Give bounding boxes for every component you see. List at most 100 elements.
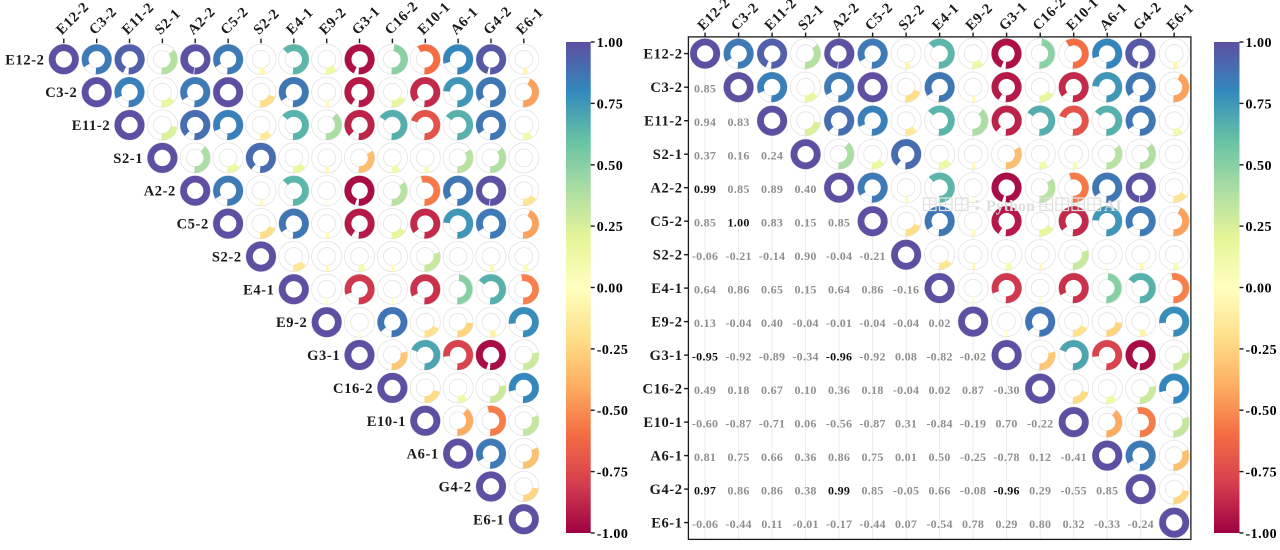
svg-text:-0.01: -0.01	[792, 517, 819, 531]
svg-text:0.65: 0.65	[761, 282, 783, 296]
svg-text:0.11: 0.11	[761, 517, 783, 531]
svg-text:E6-1: E6-1	[473, 512, 504, 528]
svg-text:-0.41: -0.41	[1060, 450, 1087, 464]
svg-text:S2-1: S2-1	[113, 151, 143, 167]
svg-text:0.75: 0.75	[861, 450, 883, 464]
svg-text:0.40: 0.40	[794, 182, 816, 196]
svg-text:1.00: 1.00	[1246, 36, 1273, 51]
svg-text:0.99: 0.99	[828, 483, 850, 497]
svg-text:0.15: 0.15	[794, 215, 816, 229]
svg-text:E9-2: E9-2	[276, 315, 307, 331]
svg-text:0.00: 0.00	[1246, 282, 1273, 297]
svg-text:0.38: 0.38	[794, 483, 816, 497]
svg-text:0.36: 0.36	[828, 383, 850, 397]
svg-text:-0.96: -0.96	[826, 349, 853, 363]
svg-text:E12-2: E12-2	[5, 52, 44, 68]
svg-text:-0.08: -0.08	[960, 483, 987, 497]
svg-text:-0.87: -0.87	[859, 416, 886, 430]
svg-text:C16-2: C16-2	[333, 381, 373, 397]
svg-text:-0.01: -0.01	[826, 316, 853, 330]
svg-text:0.66: 0.66	[761, 450, 783, 464]
svg-text:0.85: 0.85	[861, 483, 883, 497]
svg-text:0.24: 0.24	[761, 148, 783, 162]
svg-text:0.81: 0.81	[694, 450, 716, 464]
svg-text:-0.05: -0.05	[893, 483, 920, 497]
svg-text:C3-2: C3-2	[45, 85, 77, 101]
svg-text:-0.75: -0.75	[1246, 466, 1278, 481]
svg-text:E4-1: E4-1	[651, 281, 682, 297]
svg-text:0.12: 0.12	[1029, 450, 1051, 464]
svg-text:0.31: 0.31	[895, 416, 917, 430]
svg-text:-0.21: -0.21	[725, 249, 752, 263]
svg-text:-0.95: -0.95	[692, 349, 719, 363]
svg-text:0.50: 0.50	[597, 159, 624, 174]
svg-text:-0.19: -0.19	[960, 416, 987, 430]
svg-text:E9-2: E9-2	[651, 315, 682, 331]
svg-text:0.29: 0.29	[995, 517, 1017, 531]
svg-text:G4-2: G4-2	[650, 482, 683, 498]
svg-text:0.99: 0.99	[694, 182, 716, 196]
svg-text:-0.84: -0.84	[926, 416, 953, 430]
svg-text:0.36: 0.36	[794, 450, 816, 464]
svg-text:-0.04: -0.04	[893, 383, 920, 397]
svg-text:E11-2: E11-2	[72, 118, 110, 134]
svg-text:0.89: 0.89	[761, 182, 783, 196]
svg-text:E6-1: E6-1	[651, 516, 682, 532]
svg-text:-0.89: -0.89	[759, 349, 786, 363]
svg-text:G3-1: G3-1	[307, 348, 340, 364]
svg-text:0.07: 0.07	[895, 517, 917, 531]
svg-text:0.02: 0.02	[928, 383, 950, 397]
svg-text:E10-1: E10-1	[643, 415, 682, 431]
svg-text:E11-2: E11-2	[644, 114, 682, 130]
svg-text:-0.44: -0.44	[859, 517, 886, 531]
svg-text:-0.25: -0.25	[1246, 343, 1278, 358]
svg-text:G4-2: G4-2	[439, 480, 472, 496]
svg-text:0.01: 0.01	[895, 450, 917, 464]
svg-text:-0.71: -0.71	[759, 416, 786, 430]
svg-text:0.15: 0.15	[794, 282, 816, 296]
svg-text:-0.87: -0.87	[725, 416, 752, 430]
svg-text:0.50: 0.50	[928, 450, 950, 464]
svg-text:-0.16: -0.16	[893, 282, 920, 296]
svg-text:S2-2: S2-2	[653, 248, 683, 264]
svg-text:0.67: 0.67	[761, 383, 783, 397]
svg-text:-0.82: -0.82	[926, 349, 953, 363]
svg-text:-0.60: -0.60	[692, 416, 719, 430]
svg-text:A2-2: A2-2	[650, 181, 682, 197]
svg-text:A6-1: A6-1	[650, 449, 682, 465]
svg-text:0.32: 0.32	[1063, 517, 1085, 531]
svg-text:1.00: 1.00	[727, 215, 749, 229]
svg-text:0.85: 0.85	[727, 182, 749, 196]
svg-text:0.70: 0.70	[995, 416, 1017, 430]
svg-text:-0.17: -0.17	[826, 517, 853, 531]
svg-text:-0.22: -0.22	[1027, 416, 1054, 430]
svg-text:0.94: 0.94	[694, 115, 716, 129]
svg-text:0.90: 0.90	[794, 249, 816, 263]
svg-text:0.18: 0.18	[727, 383, 749, 397]
svg-text:-0.14: -0.14	[759, 249, 786, 263]
svg-text:-0.50: -0.50	[1246, 404, 1278, 419]
svg-text:0.50: 0.50	[1246, 159, 1273, 174]
svg-text:0.86: 0.86	[727, 483, 749, 497]
svg-text:-0.33: -0.33	[1094, 517, 1121, 531]
svg-text:0.80: 0.80	[1029, 517, 1051, 531]
svg-text:0.40: 0.40	[761, 316, 783, 330]
svg-text:0.13: 0.13	[694, 316, 716, 330]
svg-text:-0.06: -0.06	[692, 517, 719, 531]
svg-text:-0.96: -0.96	[993, 483, 1020, 497]
svg-text:0.75: 0.75	[727, 450, 749, 464]
svg-text:0.97: 0.97	[694, 483, 716, 497]
svg-text:C16-2: C16-2	[643, 382, 683, 398]
svg-text:0.83: 0.83	[761, 215, 783, 229]
svg-text:0.78: 0.78	[962, 517, 984, 531]
svg-text:-0.34: -0.34	[792, 349, 819, 363]
svg-text:1.00: 1.00	[597, 36, 624, 51]
svg-text:-0.25: -0.25	[960, 450, 987, 464]
svg-text:-0.92: -0.92	[725, 349, 752, 363]
svg-text:0.16: 0.16	[727, 148, 749, 162]
svg-text:-0.04: -0.04	[893, 316, 920, 330]
svg-text:-0.30: -0.30	[993, 383, 1020, 397]
svg-text:C5-2: C5-2	[177, 217, 209, 233]
svg-text:-0.44: -0.44	[725, 517, 752, 531]
svg-text:0.00: 0.00	[597, 282, 624, 297]
